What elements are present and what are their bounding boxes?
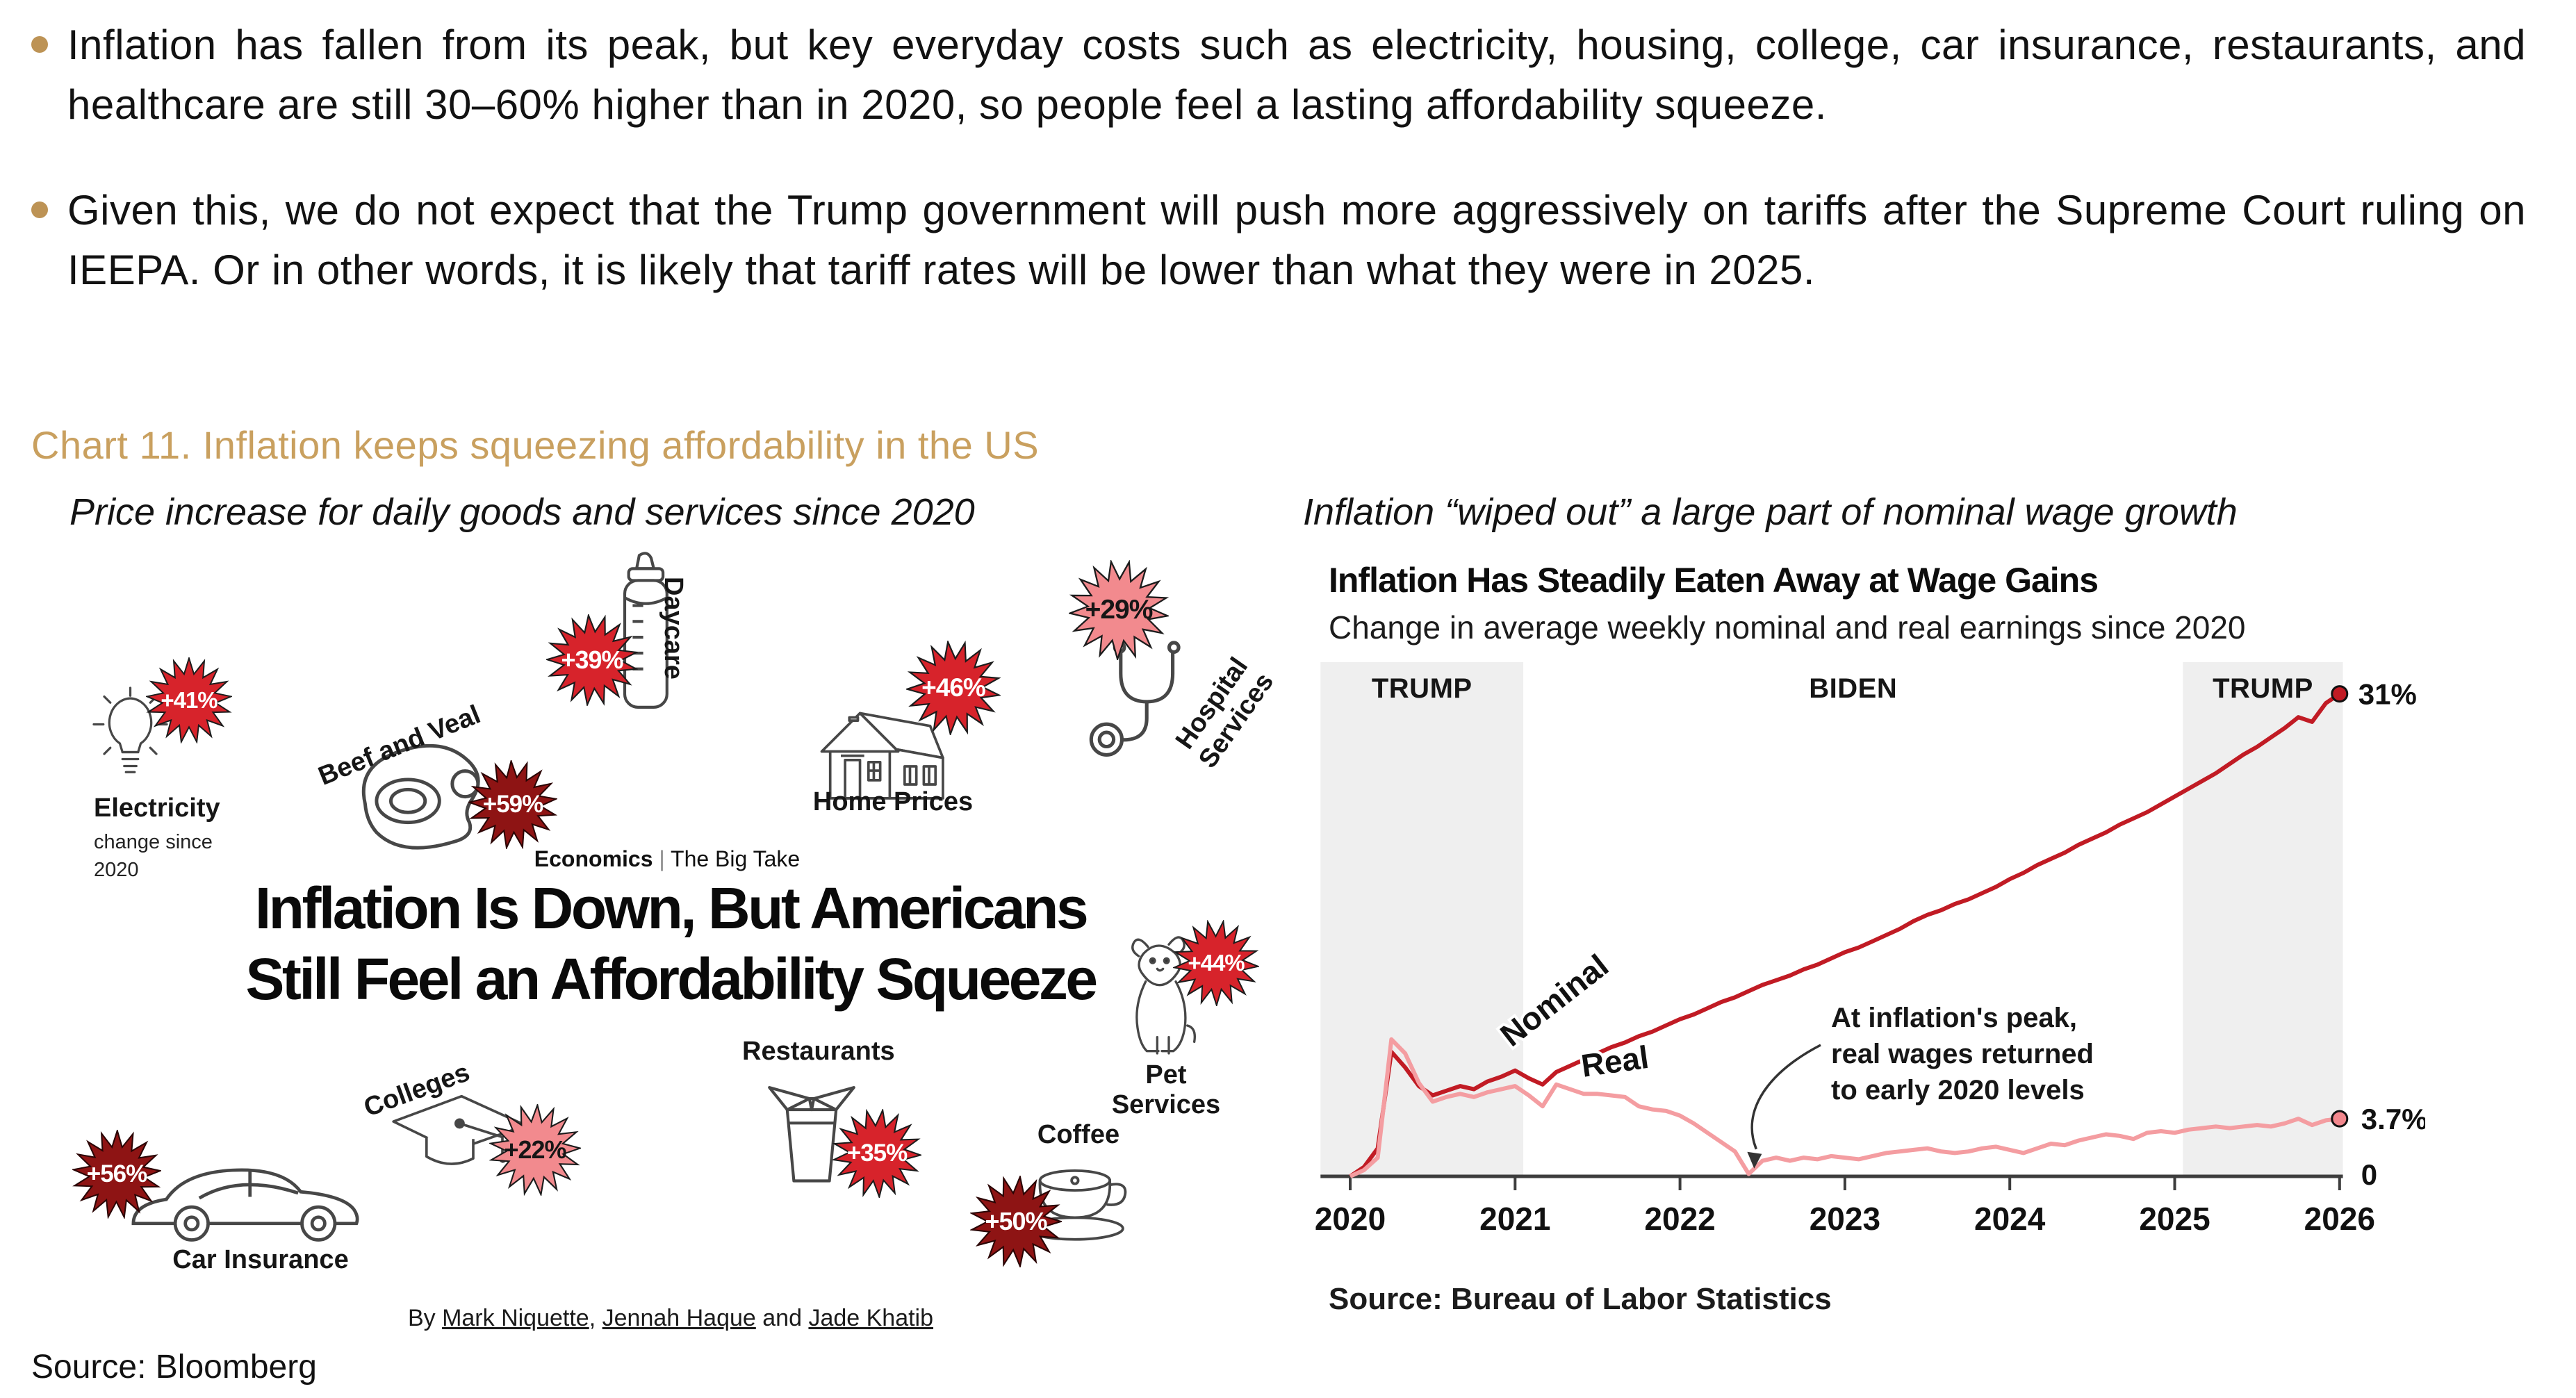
takeout-box-icon — [768, 1086, 855, 1183]
car-insurance-burst: +56% — [72, 1130, 161, 1219]
coffee-label: Coffee — [1037, 1120, 1120, 1149]
kicker-name: The Big Take — [671, 846, 801, 871]
band-label-trump-0: TRUMP — [1372, 673, 1472, 704]
x-tick-label: 2020 — [1315, 1201, 1386, 1237]
annotation-line: At inflation's peak, — [1831, 1003, 2077, 1033]
colleges-value: +22% — [504, 1135, 566, 1164]
steak-icon — [361, 743, 480, 850]
byline-separator: , — [589, 1305, 602, 1331]
kicker-divider: | — [653, 846, 671, 871]
beef-and-veal-burst: +59% — [468, 760, 557, 849]
bloomberg-infographic: +41% +59% +39% +46% +29% +44% +35% +50% … — [28, 535, 1313, 1369]
daycare-value: +39% — [561, 645, 623, 674]
headline-line-2: Still Feel an Affordability Squeeze — [245, 946, 1098, 1012]
graduation-cap-icon — [392, 1094, 527, 1165]
electricity-label: Electricity — [94, 793, 220, 823]
wage-chart-subtitle: Change in average weekly nominal and rea… — [1329, 609, 2246, 645]
article-kicker: Economics | The Big Take — [459, 846, 876, 872]
bullet-item-inflation: Inflation has fallen from its peak, but … — [31, 15, 2526, 135]
baby-bottle-icon — [623, 552, 668, 709]
right-panel-subtitle: Inflation “wiped out” a large part of no… — [1303, 491, 2238, 533]
x-tick-label: 2025 — [2139, 1201, 2210, 1237]
beef-and-veal-value: +59% — [482, 791, 543, 818]
car-icon — [131, 1168, 359, 1242]
bullet-text-inflation: Inflation has fallen from its peak, but … — [67, 22, 2526, 128]
x-tick-label: 2026 — [2304, 1201, 2375, 1237]
real-end-label: 3.7% — [2361, 1103, 2425, 1135]
electricity-value: +41% — [161, 687, 218, 713]
house-icon — [820, 712, 944, 800]
chart-caption: Chart 11. Inflation keeps squeezing affo… — [31, 423, 1040, 467]
annotation-arrow — [1750, 1044, 1821, 1150]
real-line — [1349, 1037, 2340, 1178]
car-insurance-value: +56% — [86, 1160, 147, 1187]
nominal-line — [1349, 692, 2341, 1178]
nominal-endpoint-dot — [2331, 685, 2349, 703]
bullet-text-tariffs: Given this, we do not expect that the Tr… — [67, 187, 2526, 293]
article-headline: Inflation Is Down, But Americans Still F… — [129, 873, 1213, 1014]
home-prices-value: +46% — [921, 673, 986, 702]
dog-icon — [1131, 936, 1196, 1055]
coffee-value: +50% — [985, 1207, 1047, 1235]
coffee-burst: +50% — [970, 1176, 1062, 1267]
article-byline: By Mark Niquette, Jennah Haque and Jade … — [323, 1305, 1018, 1332]
left-panel-subtitle: Price increase for daily goods and servi… — [69, 491, 975, 533]
daycare-label: Daycare — [659, 577, 688, 680]
car-insurance-label: Car Insurance — [172, 1245, 349, 1274]
electricity-sublabel: change since 2020 — [94, 831, 213, 881]
bullet-dot — [31, 202, 48, 218]
byline-by: By — [407, 1305, 443, 1331]
restaurants-burst: +35% — [832, 1109, 921, 1198]
byline-author-link[interactable]: Mark Niquette — [442, 1305, 589, 1331]
x-tick-label: 2021 — [1479, 1201, 1550, 1237]
x-tick-label: 2022 — [1644, 1201, 1715, 1237]
hospital-services-burst: +29% — [1069, 560, 1169, 660]
byline-author-link[interactable]: Jade Khatib — [808, 1305, 934, 1331]
wage-chart-title: Inflation Has Steadily Eaten Away at Wag… — [1329, 561, 2099, 600]
annotation-line: to early 2020 levels — [1831, 1075, 2085, 1105]
x-tick-label: 2024 — [1974, 1201, 2046, 1237]
wage-line-chart: TRUMP BIDEN TRUMP 2020 2021 2022 2023 2024 2025 2… — [1315, 662, 2425, 1237]
page-source: Source: Bloomberg — [31, 1349, 317, 1385]
byline-separator: and — [755, 1305, 809, 1331]
hospital-services-value: +29% — [1085, 595, 1154, 625]
home-prices-label: Home Prices — [812, 787, 974, 816]
bullet-dot — [31, 36, 48, 53]
home-prices-burst: +46% — [906, 641, 1001, 735]
kicker-section: Economics — [534, 846, 653, 871]
headline-line-1: Inflation Is Down, But Americans — [254, 875, 1089, 941]
daycare-burst: +39% — [546, 614, 638, 706]
pet-services-burst: +44% — [1173, 920, 1259, 1006]
zero-label: 0 — [2361, 1158, 2377, 1191]
bullet-item-tariffs: Given this, we do not expect that the Tr… — [31, 181, 2526, 300]
annotation-line: real wages returned — [1831, 1039, 2094, 1069]
band-label-trump-2: TRUMP — [2213, 673, 2313, 704]
x-tick-label: 2023 — [1810, 1201, 1880, 1237]
pet-services-value: +44% — [1188, 950, 1245, 976]
annotation-arrowhead — [1747, 1151, 1762, 1169]
pet-services-label: Pet Services — [1111, 1060, 1221, 1119]
lightbulb-icon — [92, 686, 168, 773]
electricity-burst: +41% — [146, 657, 232, 743]
band-label-biden-1: BIDEN — [1809, 673, 1897, 704]
nominal-end-label: 31% — [2358, 678, 2417, 711]
bls-source: Source: Bureau of Labor Statistics — [1329, 1282, 1832, 1316]
restaurants-value: +35% — [846, 1140, 908, 1167]
byline-author-link[interactable]: Jennah Haque — [602, 1305, 756, 1331]
bullet-list: Inflation has fallen from its peak, but … — [31, 15, 2526, 346]
real-endpoint-dot — [2331, 1110, 2349, 1128]
colleges-burst: +22% — [489, 1104, 581, 1196]
restaurants-label: Restaurants — [742, 1037, 895, 1066]
